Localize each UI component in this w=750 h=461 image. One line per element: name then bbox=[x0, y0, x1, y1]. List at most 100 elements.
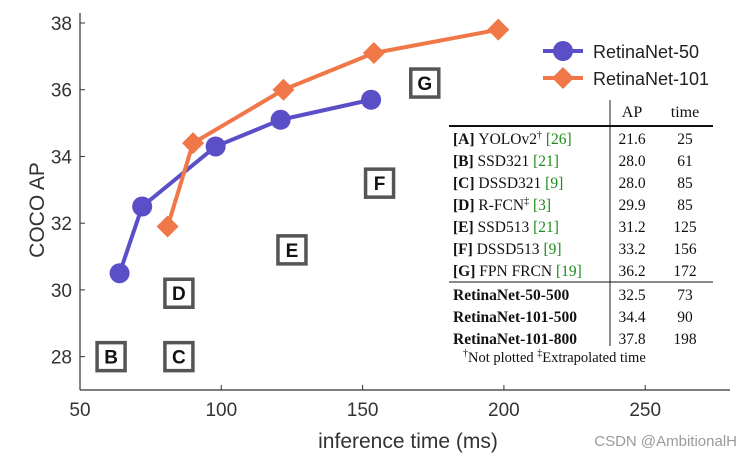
method-name: [A] YOLOv2† [26] bbox=[453, 130, 572, 148]
data-point bbox=[361, 89, 382, 110]
method-name: [C] DSSD321 [9] bbox=[453, 175, 563, 192]
table-row: [F] DSSD513 [9] 33.2 156 bbox=[453, 241, 697, 258]
data-point bbox=[205, 136, 226, 157]
y-axis-label: COCO AP bbox=[26, 162, 49, 258]
legend: RetinaNet-50 RetinaNet-101 bbox=[541, 37, 716, 92]
method-label: D bbox=[172, 284, 186, 305]
ap-value: 34.4 bbox=[618, 309, 645, 326]
method-label: B bbox=[104, 348, 118, 369]
legend-marker bbox=[552, 67, 574, 89]
data-point bbox=[182, 132, 205, 155]
table-row: [A] YOLOv2† [26] 21.6 25 bbox=[453, 130, 693, 148]
x-tick-label: 50 bbox=[69, 400, 90, 421]
method-name: RetinaNet-50-500 bbox=[453, 287, 569, 304]
method-label: G bbox=[417, 74, 432, 95]
table-background bbox=[449, 99, 713, 367]
series-line bbox=[117, 97, 372, 274]
method-box bbox=[95, 340, 127, 373]
method-box bbox=[363, 167, 396, 199]
legend-marker bbox=[553, 41, 573, 61]
table-row: [E] SSD513 [21] 31.2 125 bbox=[453, 219, 697, 236]
method-marker-e: E bbox=[276, 234, 308, 266]
time-value: 198 bbox=[673, 331, 697, 348]
ap-value: 37.8 bbox=[618, 331, 645, 348]
time-value: 85 bbox=[677, 175, 693, 192]
ap-value: 29.9 bbox=[618, 197, 645, 214]
method-name: [G] FPN FRCN [19] bbox=[453, 263, 582, 280]
ap-value: 31.2 bbox=[618, 219, 645, 236]
method-label: E bbox=[286, 241, 299, 262]
series-layer bbox=[109, 18, 510, 284]
method-name: RetinaNet-101-500 bbox=[453, 309, 577, 326]
y-tick-label: 34 bbox=[51, 147, 73, 168]
method-box bbox=[163, 340, 195, 373]
method-name: [D] R-FCN‡ [3] bbox=[453, 196, 551, 214]
data-point bbox=[109, 263, 130, 284]
x-tick-label: 100 bbox=[205, 400, 237, 421]
table-row: [B] SSD321 [21] 28.0 61 bbox=[453, 153, 693, 170]
table-header-ap: AP bbox=[622, 104, 643, 121]
legend-item: RetinaNet-50 bbox=[543, 41, 699, 62]
ap-value: 33.2 bbox=[618, 241, 645, 258]
series-retinanet-101 bbox=[156, 18, 510, 238]
data-point bbox=[270, 109, 291, 130]
method-marker-g: G bbox=[409, 67, 441, 99]
ap-value: 28.0 bbox=[618, 153, 645, 170]
ap-value: 28.0 bbox=[618, 175, 645, 192]
time-value: 90 bbox=[677, 309, 693, 326]
table-row-retinanet: RetinaNet-101-500 34.4 90 bbox=[453, 309, 693, 326]
method-label: F bbox=[374, 174, 386, 195]
legend-label: RetinaNet-101 bbox=[593, 69, 709, 89]
method-box bbox=[163, 277, 195, 309]
method-name: RetinaNet-101-800 bbox=[453, 331, 577, 348]
table-row: [G] FPN FRCN [19] 36.2 172 bbox=[453, 263, 697, 280]
y-tick-label: 32 bbox=[51, 214, 72, 235]
ap-value: 21.6 bbox=[618, 131, 645, 148]
data-point bbox=[362, 42, 385, 65]
data-point bbox=[272, 78, 295, 101]
method-marker-b: B bbox=[95, 340, 127, 373]
method-box bbox=[409, 67, 441, 99]
x-tick-label: 150 bbox=[347, 400, 379, 421]
method-name: [B] SSD321 [21] bbox=[453, 153, 559, 170]
ap-value: 36.2 bbox=[618, 263, 645, 280]
table-row: [D] R-FCN‡ [3] 29.9 85 bbox=[453, 196, 693, 214]
y-tick-label: 30 bbox=[51, 281, 72, 302]
method-box bbox=[276, 234, 308, 266]
table-header-time: time bbox=[671, 104, 699, 121]
table-footnote: †Not plotted ‡Extrapolated time bbox=[463, 348, 646, 366]
ap-value: 32.5 bbox=[618, 287, 645, 304]
legend-item: RetinaNet-101 bbox=[543, 67, 709, 89]
point-label-boxes: B C D E F G bbox=[95, 67, 441, 373]
y-tick-label: 38 bbox=[51, 14, 72, 35]
results-table: AP time [A] YOLOv2† [26] 21.6 25 [B] SSD321 [… bbox=[449, 99, 713, 367]
method-name: [F] DSSD513 [9] bbox=[453, 241, 562, 258]
table-row-retinanet: RetinaNet-50-500 32.5 73 bbox=[453, 287, 693, 304]
series-retinanet-50 bbox=[109, 89, 382, 284]
y-tick-label: 28 bbox=[51, 348, 72, 369]
x-axis-label: inference time (ms) bbox=[318, 430, 498, 453]
time-value: 125 bbox=[673, 219, 697, 236]
time-value: 61 bbox=[677, 153, 693, 170]
time-value: 73 bbox=[677, 287, 693, 304]
series-line bbox=[165, 27, 499, 228]
x-tick-label: 250 bbox=[629, 400, 661, 421]
time-value: 25 bbox=[677, 131, 693, 148]
data-point bbox=[132, 196, 153, 217]
axes: 50 100 150 200 250 28 30 32 34 36 38 bbox=[51, 13, 730, 421]
method-name: [E] SSD513 [21] bbox=[453, 219, 559, 236]
table-row: [C] DSSD321 [9] 28.0 85 bbox=[453, 175, 693, 192]
table-row-retinanet: RetinaNet-101-800 37.8 198 bbox=[453, 331, 697, 348]
time-value: 85 bbox=[677, 197, 693, 214]
data-point bbox=[156, 215, 179, 238]
time-value: 172 bbox=[673, 263, 696, 280]
method-marker-c: C bbox=[163, 340, 195, 373]
method-marker-d: D bbox=[163, 277, 195, 309]
legend-label: RetinaNet-50 bbox=[593, 42, 699, 62]
y-tick-label: 36 bbox=[51, 81, 72, 102]
data-point bbox=[487, 18, 510, 41]
watermark: CSDN @AmbitionalH bbox=[594, 433, 737, 450]
method-marker-f: F bbox=[363, 167, 396, 199]
method-label: C bbox=[172, 348, 186, 369]
